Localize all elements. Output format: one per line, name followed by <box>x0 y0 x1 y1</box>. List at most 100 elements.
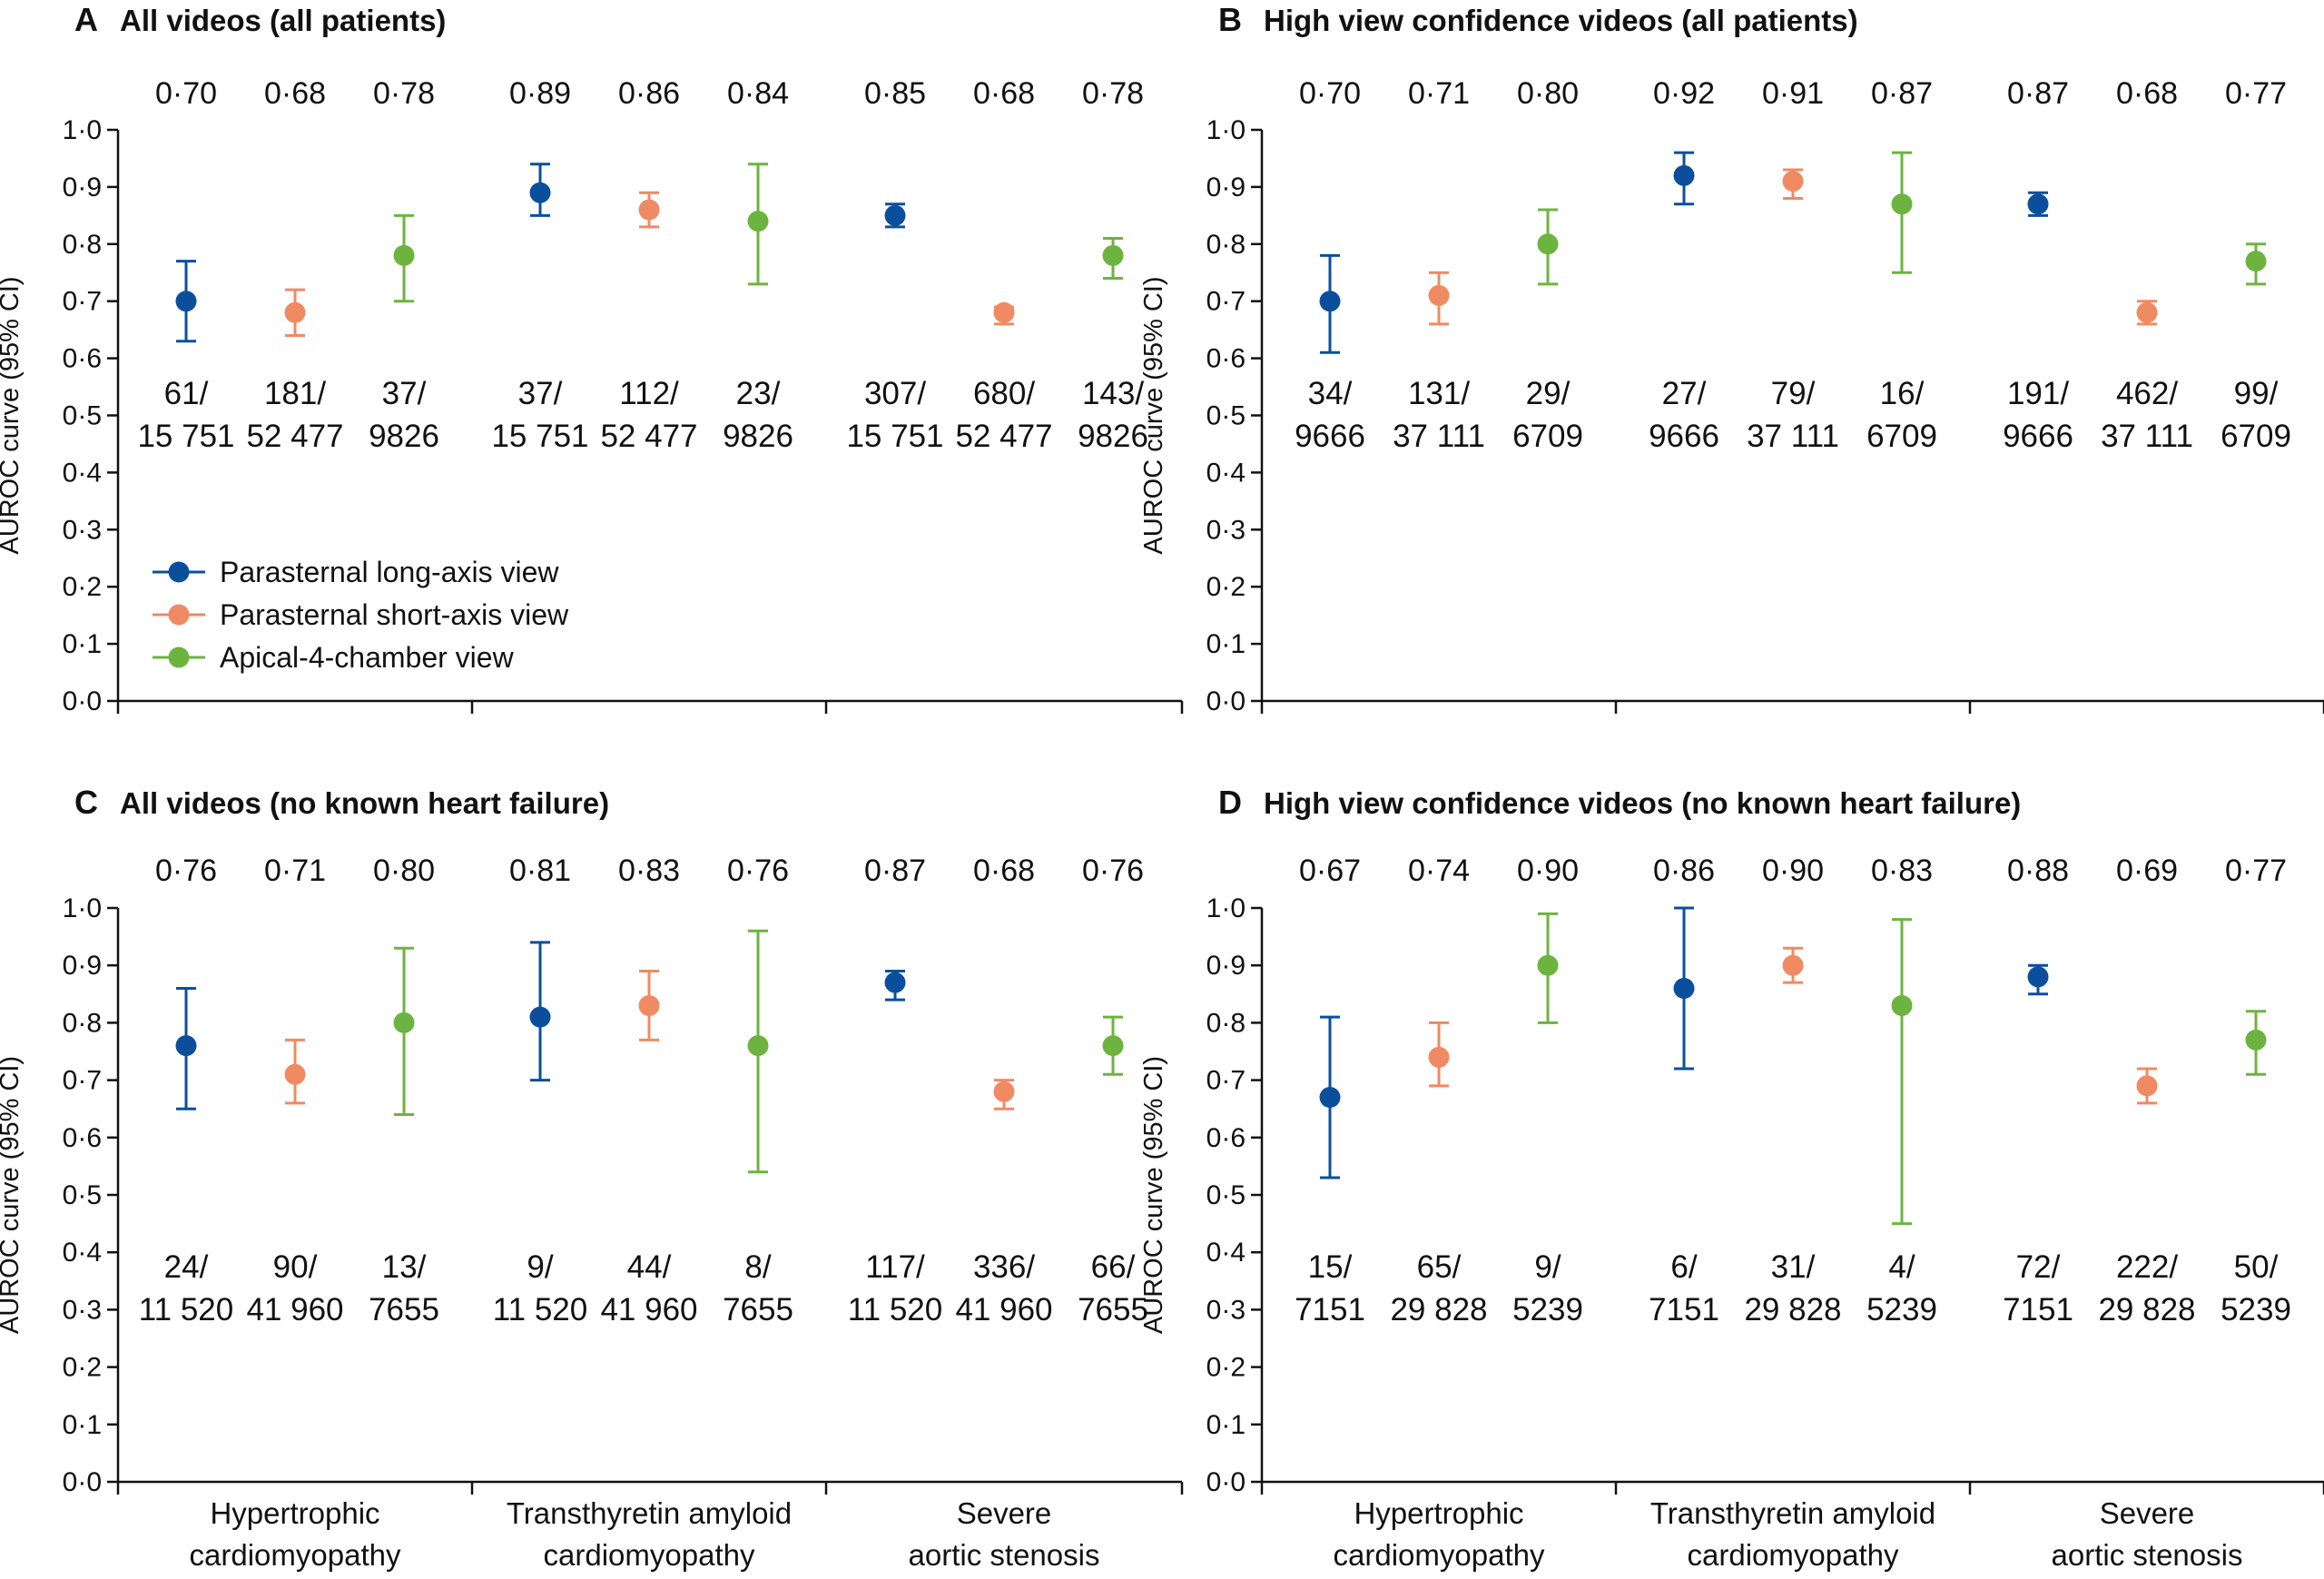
y-tick-label: 0·4 <box>63 1238 102 1268</box>
data-point <box>993 1081 1015 1102</box>
y-tick-label: 1·0 <box>63 893 102 923</box>
y-tick-label: 0·7 <box>1206 287 1246 317</box>
count-label: 680/ <box>973 376 1035 411</box>
auc-value-label: 0·70 <box>1299 76 1361 111</box>
auc-value-label: 0·92 <box>1653 76 1715 111</box>
count-label: 11 520 <box>139 1292 233 1327</box>
category-label: Severe <box>2100 1496 2195 1530</box>
count-label: 9826 <box>1078 419 1148 454</box>
panel-letter: D <box>1218 784 1242 821</box>
y-tick-label: 0·8 <box>63 230 102 260</box>
y-tick-label: 0·0 <box>63 686 102 716</box>
y-tick-label: 0·5 <box>63 401 102 431</box>
count-label: 52 477 <box>246 419 343 454</box>
data-point <box>1102 244 1124 266</box>
count-label: 7655 <box>723 1292 793 1327</box>
data-point <box>638 994 660 1016</box>
count-label: 4/ <box>1888 1249 1915 1285</box>
y-tick-label: 0·3 <box>1206 515 1246 545</box>
data-point <box>884 204 906 226</box>
count-label: 29 828 <box>1744 1292 1841 1327</box>
data-point <box>1891 193 1913 215</box>
auc-value-label: 0·76 <box>727 854 789 888</box>
count-label: 11 520 <box>848 1292 942 1327</box>
auc-value-label: 0·80 <box>1517 76 1579 111</box>
data-point <box>1782 954 1804 976</box>
count-label: 191/ <box>2007 376 2069 411</box>
legend-swatch-marker <box>168 646 190 668</box>
panel-title: All videos (all patients) <box>120 4 446 37</box>
count-label: 6709 <box>2221 419 2291 454</box>
legend: Parasternal long-axis view Parasternal sh… <box>153 556 569 674</box>
y-tick-label: 0·2 <box>1206 572 1246 602</box>
category-label: aortic stenosis <box>909 1538 1100 1572</box>
category-label: Transthyretin amyloid <box>1650 1496 1935 1530</box>
y-tick-label: 0·7 <box>1206 1066 1246 1096</box>
auc-value-label: 0·80 <box>373 854 435 888</box>
count-label: 222/ <box>2116 1249 2178 1285</box>
panel-a: A All videos (all patients) 0·0 0·1 0·2 0·3 0·… <box>0 1 1184 716</box>
y-tick-label: 0·9 <box>1206 951 1246 981</box>
count-label: 52 477 <box>600 419 697 454</box>
count-label: 307/ <box>864 376 926 411</box>
legend-label: Apical-4-chamber view <box>220 641 515 674</box>
y-tick-label: 0·3 <box>1206 1295 1246 1325</box>
data-point <box>1673 977 1695 999</box>
y-tick-label: 0·7 <box>63 287 102 317</box>
y-tick-label: 0·3 <box>63 515 102 545</box>
count-label: 8/ <box>744 1249 771 1285</box>
data-point <box>1673 164 1695 186</box>
data-point <box>393 1012 415 1033</box>
count-label: 79/ <box>1771 376 1816 411</box>
data-point <box>2245 251 2267 272</box>
data-point <box>1428 284 1450 306</box>
y-tick-label: 0·5 <box>1206 401 1246 431</box>
data-point <box>1428 1046 1450 1068</box>
legend-swatch-marker <box>168 604 190 626</box>
category-label: cardiomyopathy <box>190 1538 401 1572</box>
auc-value-label: 0·86 <box>1653 854 1715 888</box>
count-label: 99/ <box>2234 376 2279 411</box>
data-point <box>175 291 197 312</box>
data-point <box>884 972 906 993</box>
count-label: 29 828 <box>1390 1292 1487 1327</box>
count-label: 112/ <box>619 376 679 411</box>
y-axis-label: AUROC curve (95% CI) <box>1139 276 1168 554</box>
count-label: 7655 <box>1078 1292 1148 1327</box>
data-point <box>1891 994 1913 1016</box>
y-tick-label: 0·4 <box>1206 1238 1246 1268</box>
auc-value-label: 0·78 <box>373 76 435 111</box>
panel-title: All videos (no known heart failure) <box>120 786 609 820</box>
y-tick-label: 0·4 <box>1206 458 1246 488</box>
data-point <box>2027 966 2049 988</box>
auc-value-label: 0·71 <box>1408 76 1470 111</box>
auc-value-label: 0·88 <box>2007 854 2069 888</box>
y-tick-label: 0·6 <box>1206 1123 1246 1153</box>
auc-value-label: 0·77 <box>2225 76 2287 111</box>
auc-value-label: 0·70 <box>155 76 217 111</box>
auc-value-label: 0·68 <box>973 76 1035 111</box>
panel-title: High view confidence videos (all patient… <box>1264 4 1858 37</box>
category-label: Hypertrophic <box>210 1496 379 1530</box>
count-label: 52 477 <box>955 419 1052 454</box>
count-label: 50/ <box>2234 1249 2279 1285</box>
count-label: 9666 <box>2003 419 2073 454</box>
auc-value-label: 0·83 <box>618 854 680 888</box>
data-point <box>1537 233 1559 255</box>
count-label: 9/ <box>1534 1249 1561 1285</box>
count-label: 7151 <box>2003 1292 2073 1327</box>
y-tick-label: 0·5 <box>63 1180 102 1210</box>
count-label: 34/ <box>1308 376 1353 411</box>
y-tick-label: 0·2 <box>63 572 102 602</box>
count-label: 7151 <box>1649 1292 1719 1327</box>
auc-value-label: 0·90 <box>1762 854 1824 888</box>
data-point <box>638 199 660 221</box>
count-label: 15 751 <box>846 419 943 454</box>
data-point <box>529 182 551 203</box>
data-point <box>529 1006 551 1028</box>
count-label: 9666 <box>1649 419 1719 454</box>
y-tick-label: 1·0 <box>1206 115 1246 145</box>
data-point <box>1319 1087 1341 1109</box>
y-tick-label: 0·5 <box>1206 1180 1246 1210</box>
